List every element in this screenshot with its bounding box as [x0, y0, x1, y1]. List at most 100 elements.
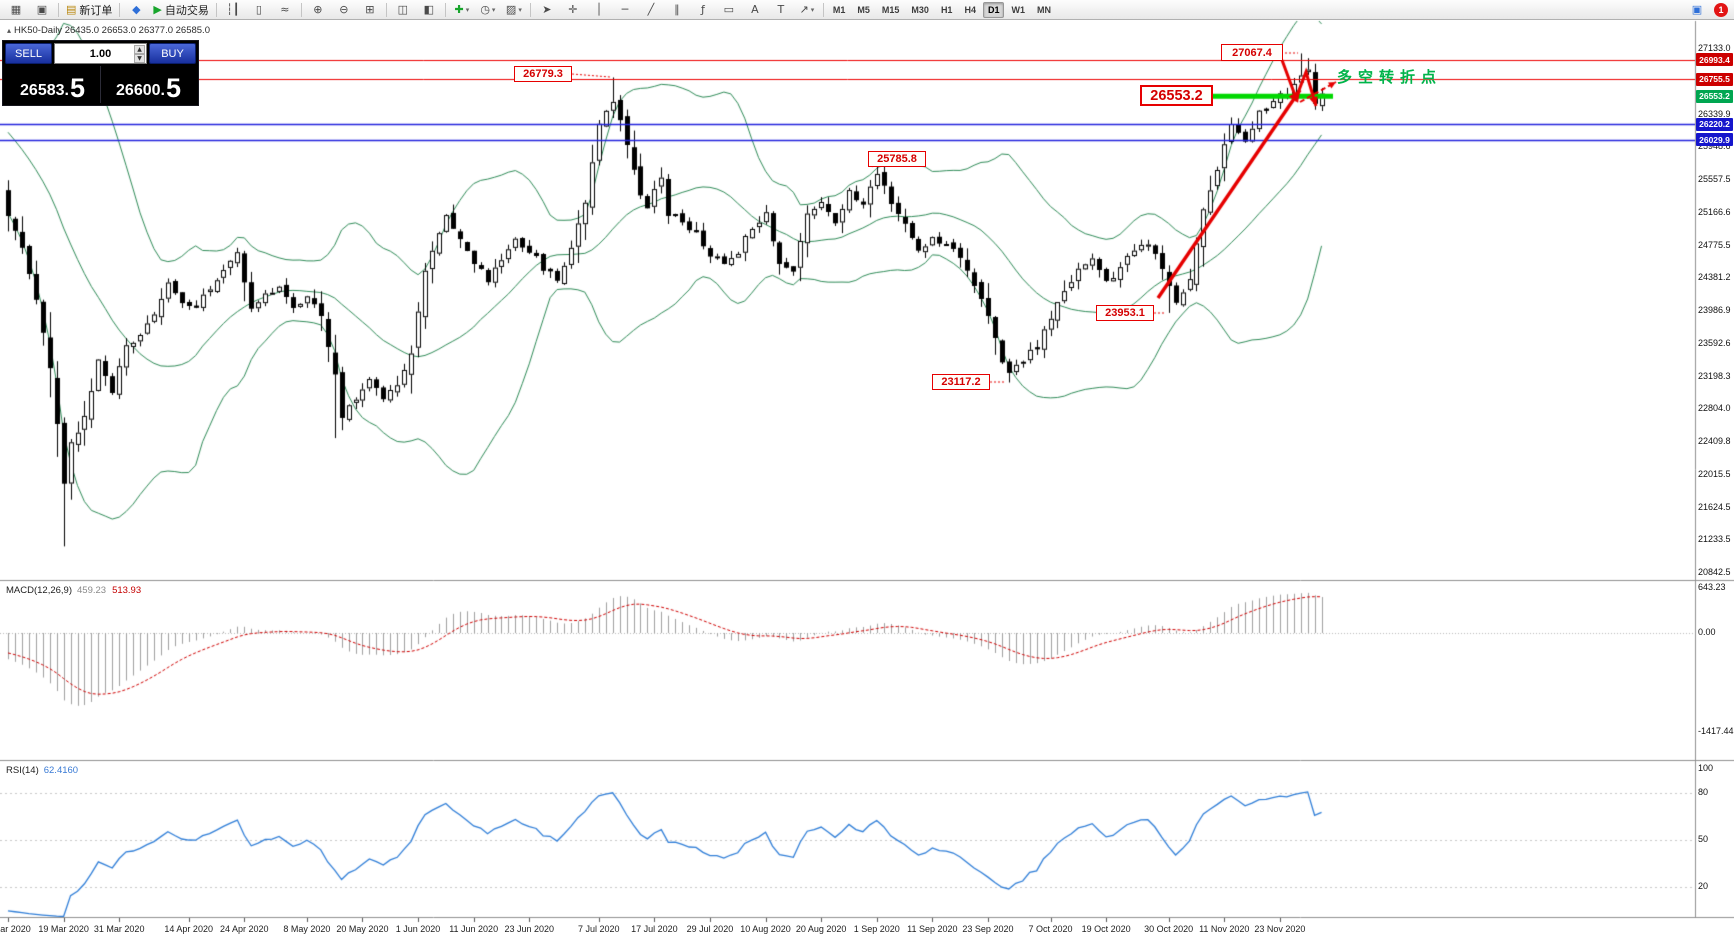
text-icon[interactable]: A	[743, 0, 767, 19]
timeframe-h4[interactable]: H4	[964, 4, 976, 15]
timeframe-toolbar: M1 M5 M15 M30 H1 H4 D1 W1 MN	[827, 1, 1057, 18]
horizontal-line-icon[interactable]: ─	[613, 0, 637, 19]
one-click-trade-panel: SELL 1.00 ▲ ▼ BUY 26583. 5 26600. 5	[2, 40, 199, 106]
time-axis-label: 8 May 2020	[283, 924, 331, 934]
bar-chart-icon[interactable]: ┆┃	[221, 0, 245, 19]
collapse-icon: ▴	[7, 26, 12, 35]
line-chart-icon[interactable]: ≈	[273, 0, 297, 19]
price-axis-tick: 22804.0	[1698, 403, 1731, 414]
sell-button[interactable]: SELL	[5, 43, 52, 64]
time-axis-label: 30 Oct 2020	[1144, 924, 1194, 934]
label-icon[interactable]: T	[769, 0, 793, 19]
candlestick-chart-icon: ▯	[255, 3, 262, 16]
zoom-in-icon[interactable]: ⊕	[306, 0, 330, 19]
label-26553[interactable]: 26553.2	[1140, 85, 1213, 106]
chart-window-icon[interactable]: ▣	[1685, 0, 1709, 19]
candlestick-chart-icon[interactable]: ▯	[247, 0, 271, 19]
price-axis-tick: 21624.5	[1698, 501, 1731, 512]
shapes-icon[interactable]: ▭	[717, 0, 741, 19]
dropdown-caret-icon: ▾	[465, 5, 470, 14]
indicators-icon[interactable]: ✚ ▾	[450, 0, 474, 19]
timeframe-m1[interactable]: M1	[832, 4, 846, 15]
buy-price[interactable]: 26600. 5	[100, 66, 196, 103]
time-axis-label: 11 Nov 2020	[1199, 924, 1250, 934]
chart-title: ▴ HK50-Daily 26435.0 26653.0 26377.0 2658…	[7, 25, 210, 36]
grid-icon[interactable]: ⊞	[358, 0, 382, 19]
mql5-community-icon[interactable]: ◆	[124, 0, 148, 19]
price-axis-tick: 27133.0	[1698, 43, 1731, 53]
volume-up-icon[interactable]: ▲	[134, 45, 145, 54]
arrow-tools-icon[interactable]: ↗ ▾	[795, 0, 819, 19]
timeframe-m30[interactable]: M30	[911, 4, 929, 15]
label-23953[interactable]: 23953.1	[1096, 305, 1154, 321]
toolbar-separator	[385, 2, 387, 17]
main-toolbar: ▦ ▣ ▤ 新订单 ◆ ▶ 自动交易 ┆┃ ▯ ≈ ⊕ ⊖ ⊞ ◫ ◧ ✚ ▾ ◷ ▾ ▨ ▾ ➤ ✛ │ ─ ╱ ∥ ƒ ▭ A T ↗ ▾ …	[0, 0, 1734, 20]
label-25785[interactable]: 25785.8	[868, 151, 926, 167]
price-axis-tick: 24775.5	[1698, 239, 1731, 250]
auto-trading-button[interactable]: ▶ 自动交易	[150, 0, 211, 19]
price-marker-26029.9: 26029.9	[1696, 133, 1733, 147]
volume-down-icon[interactable]: ▼	[134, 54, 145, 63]
timeframe-m15[interactable]: M15	[881, 4, 900, 15]
timeframe-d1[interactable]: D1	[982, 1, 1005, 18]
label-27067[interactable]: 27067.4	[1221, 44, 1283, 61]
timeframe-m5[interactable]: M5	[857, 4, 870, 15]
macd-main-value: 459.23	[77, 585, 107, 596]
data-window-icon: ◧	[423, 3, 435, 16]
vertical-line-icon: │	[595, 3, 603, 16]
price-marker-26553.2: 26553.2	[1696, 89, 1733, 103]
timeframe-mn[interactable]: MN	[1036, 4, 1051, 15]
new-chart-icon: ▦	[10, 3, 22, 16]
zoom-in-icon: ⊕	[313, 3, 323, 16]
toolbar-separator	[58, 2, 59, 17]
notification-badge[interactable]: 1	[1714, 2, 1728, 17]
turning-point-label[interactable]: 多空转折点	[1337, 69, 1443, 86]
new-chart-icon[interactable]: ▦	[4, 0, 28, 19]
time-axis-label: 11 Jun 2020	[449, 924, 499, 934]
toolbar-separator	[300, 2, 302, 17]
arrow-tools-icon: ↗	[799, 3, 809, 16]
channel-icon[interactable]: ∥	[665, 0, 689, 19]
auto-trading-button: ▶	[153, 3, 162, 16]
fibonacci-icon[interactable]: ƒ	[691, 0, 715, 19]
profiles-icon[interactable]: ▣	[30, 0, 54, 19]
volume-input[interactable]: 1.00 ▲ ▼	[54, 43, 147, 64]
sell-price[interactable]: 26583. 5	[5, 66, 100, 103]
rsi-axis-50: 50	[1698, 834, 1709, 844]
timeframe-w1[interactable]: W1	[1011, 4, 1025, 15]
zoom-out-icon[interactable]: ⊖	[332, 0, 356, 19]
tile-windows-icon[interactable]: ◫	[391, 0, 415, 19]
crosshair-icon: ✛	[568, 3, 578, 16]
cursor-icon[interactable]: ➤	[535, 0, 559, 19]
new-order-button: ▤	[66, 3, 77, 16]
price-marker-26220.2: 26220.2	[1696, 117, 1733, 131]
trendline-icon[interactable]: ╱	[639, 0, 663, 19]
time-axis-label: 9 Mar 2020	[0, 924, 31, 934]
timeframe-h1[interactable]: H1	[940, 4, 953, 15]
data-window-icon[interactable]: ◧	[417, 0, 441, 19]
price-axis-tick: 20842.5	[1698, 567, 1731, 577]
price-axis-tick: 23986.9	[1698, 305, 1731, 315]
templates-icon[interactable]: ▨ ▾	[502, 0, 526, 19]
label-26779[interactable]: 26779.3	[514, 66, 572, 82]
time-axis-label: 31 Mar 2020	[93, 924, 145, 934]
macd-axis-zero: 0.00	[1698, 627, 1716, 637]
toolbar-separator	[215, 2, 217, 17]
periods-icon[interactable]: ◷ ▾	[476, 0, 500, 19]
crosshair-icon[interactable]: ✛	[561, 0, 585, 19]
toolbar-right: ▣ 1	[1684, 0, 1731, 19]
channel-icon: ∥	[674, 3, 680, 16]
new-order-button[interactable]: ▤ 新订单	[63, 0, 115, 19]
time-axis-label: 17 Jul 2020	[631, 924, 678, 934]
label-23117[interactable]: 23117.2	[932, 374, 990, 390]
time-axis-label: 20 May 2020	[336, 924, 389, 934]
rsi-axis-80: 80	[1698, 787, 1709, 798]
grid-icon: ⊞	[365, 3, 375, 16]
buy-button[interactable]: BUY	[149, 43, 196, 64]
trendline-icon: ╱	[647, 3, 655, 16]
time-axis-label: 19 Oct 2020	[1081, 924, 1131, 934]
profiles-icon: ▣	[36, 3, 48, 16]
vertical-line-icon[interactable]: │	[587, 0, 611, 19]
price-axis-tick: 23198.3	[1698, 370, 1731, 381]
